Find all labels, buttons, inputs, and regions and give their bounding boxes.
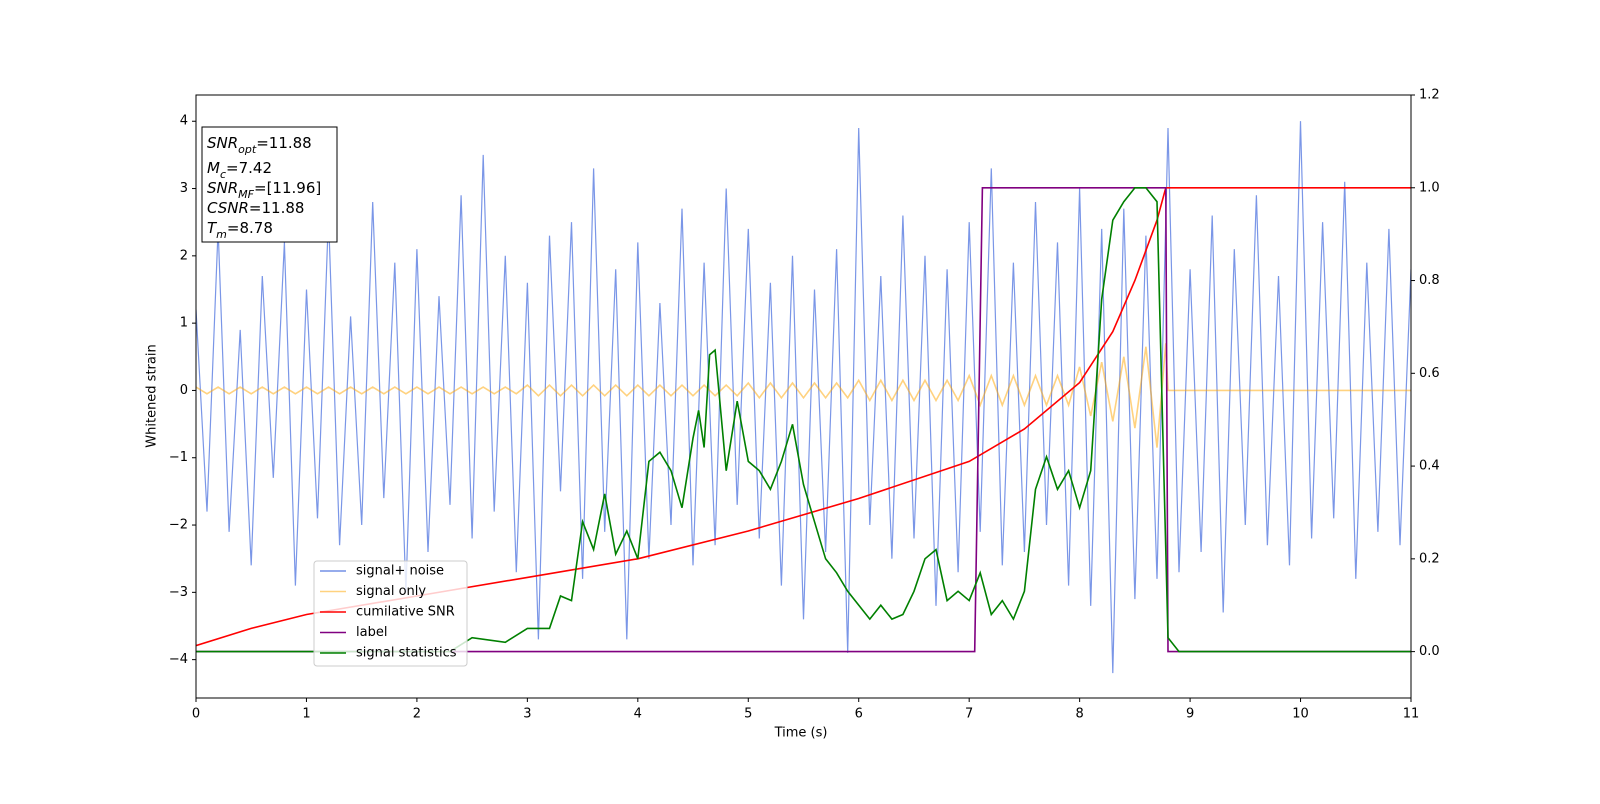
x-tick-label: 3 <box>523 707 531 722</box>
y2-tick-label: 0.4 <box>1419 459 1440 474</box>
y2-tick-label: 1.0 <box>1419 180 1440 195</box>
legend-label: signal only <box>356 584 426 599</box>
y2-tick-label: 0.2 <box>1419 551 1440 566</box>
y-tick-label: 1 <box>180 316 188 331</box>
y2-tick-label: 1.2 <box>1419 88 1440 103</box>
annotation-text: Mc=7.42 <box>207 159 272 181</box>
annotation-value: =11.88 <box>256 134 312 152</box>
annotation-subscript: c <box>220 168 226 181</box>
annotation-text: CSNR=11.88 <box>207 199 304 217</box>
annotation-text: Tm=8.78 <box>207 219 273 241</box>
y-tick-label: 0 <box>180 383 188 398</box>
legend-label: cumilative SNR <box>356 605 455 620</box>
annotation-symbol: T <box>207 219 218 237</box>
x-tick-label: 7 <box>965 707 973 722</box>
series-line <box>196 343 1411 448</box>
series-line <box>196 187 1411 653</box>
y-tick-label: 4 <box>180 114 188 129</box>
y2-tick-label: 0.0 <box>1419 644 1440 659</box>
x-tick-label: 11 <box>1403 707 1420 722</box>
annotation-subscript: m <box>216 228 227 241</box>
y2-tick-label: 0.6 <box>1419 366 1440 381</box>
y-tick-label: −1 <box>169 450 188 465</box>
annotation-value: =8.78 <box>227 219 273 237</box>
legend-label: signal statistics <box>356 646 457 661</box>
annotation-value: =[11.96] <box>254 179 321 197</box>
x-tick-label: 8 <box>1075 707 1083 722</box>
legend-frame <box>313 560 468 667</box>
x-tick-label: 2 <box>413 707 421 722</box>
annotation-frame <box>201 126 338 243</box>
plot-frame <box>195 94 1412 699</box>
x-tick-label: 0 <box>192 707 200 722</box>
x-axis-label: Time (s) <box>774 726 828 741</box>
annotation-symbol: SNR <box>207 179 238 197</box>
annotation-symbol: CSNR <box>207 199 249 217</box>
legend-label: label <box>356 625 387 640</box>
x-tick-label: 6 <box>855 707 863 722</box>
annotation-subscript: opt <box>238 143 257 156</box>
annotation-subscript: MF <box>238 188 254 201</box>
annotation-value: =11.88 <box>249 199 305 217</box>
y-axis-label: Whitened strain <box>145 344 160 447</box>
annotation-symbol: SNR <box>207 134 238 152</box>
y-tick-label: −3 <box>169 585 188 600</box>
annotation-text: SNRopt=11.88 <box>207 134 312 156</box>
y-tick-label: −4 <box>169 652 188 667</box>
x-tick-label: 1 <box>302 707 310 722</box>
x-tick-label: 10 <box>1292 707 1309 722</box>
x-tick-label: 4 <box>634 707 642 722</box>
legend: signal+ noise signal only cumilative SNR la… <box>313 560 468 667</box>
series-line <box>196 121 1411 674</box>
y-tick-label: 2 <box>180 248 188 263</box>
x-tick-label: 5 <box>744 707 752 722</box>
annotation-text: SNRMF=[11.96] <box>207 179 321 201</box>
annotation-symbol: M <box>207 159 220 177</box>
y-tick-label: 3 <box>180 181 188 196</box>
y-tick-label: −2 <box>169 518 188 533</box>
annotation-value: =7.42 <box>226 159 272 177</box>
x-tick-label: 9 <box>1186 707 1194 722</box>
legend-label: signal+ noise <box>356 564 444 579</box>
annotation-box: SNRopt=11.88Mc=7.42SNRMF=[11.96]CSNR=11.… <box>201 126 338 243</box>
y2-tick-label: 0.8 <box>1419 273 1440 288</box>
